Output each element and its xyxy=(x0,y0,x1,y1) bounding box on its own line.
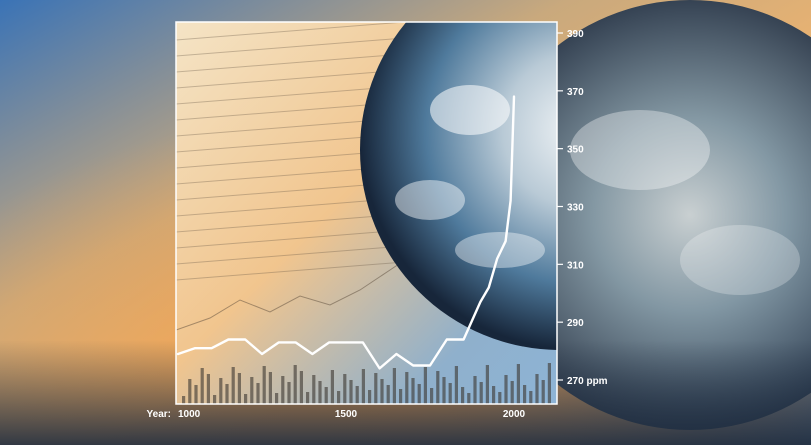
data-point xyxy=(496,257,499,260)
plot-frame xyxy=(175,21,558,405)
data-point xyxy=(177,353,179,355)
data-point xyxy=(193,347,196,350)
data-point xyxy=(294,341,297,344)
data-point xyxy=(261,353,263,355)
data-point xyxy=(509,199,512,202)
data-point xyxy=(345,341,347,344)
y-tick-label: 350 xyxy=(567,145,584,156)
data-point xyxy=(445,338,448,341)
x-tick-label: 2000 xyxy=(503,409,526,420)
data-point xyxy=(429,364,431,367)
data-point xyxy=(227,338,230,341)
y-tick-label: 270 ppm xyxy=(567,376,608,387)
data-point xyxy=(395,353,398,355)
panel-decoration xyxy=(176,22,557,404)
y-tick-label: 290 xyxy=(567,318,584,329)
data-point xyxy=(412,364,415,367)
x-tick-label: 1000 xyxy=(178,409,201,420)
data-point xyxy=(504,240,507,243)
y-tick-label: 310 xyxy=(567,260,584,271)
data-point xyxy=(378,367,381,370)
data-point xyxy=(479,301,482,303)
data-point xyxy=(328,341,331,344)
y-tick-label: 330 xyxy=(567,203,584,214)
data-point xyxy=(487,286,490,289)
data-point xyxy=(361,341,364,344)
data-point xyxy=(244,338,247,341)
y-tick-label: 370 xyxy=(567,87,584,98)
x-axis: Year: 1000 1500 2000 xyxy=(147,409,526,420)
data-point xyxy=(210,347,213,350)
series-layer xyxy=(176,95,516,370)
x-tick-label: 1500 xyxy=(335,409,358,420)
x-axis-title: Year: xyxy=(147,409,171,420)
data-point xyxy=(462,338,465,341)
y-axis: 270 ppm 290 310 330 350 370 390 xyxy=(557,29,608,387)
y-tick-label: 390 xyxy=(567,29,584,40)
data-point xyxy=(513,95,515,98)
data-point xyxy=(277,341,280,344)
co2-series-line xyxy=(176,95,516,370)
data-point xyxy=(311,353,314,355)
